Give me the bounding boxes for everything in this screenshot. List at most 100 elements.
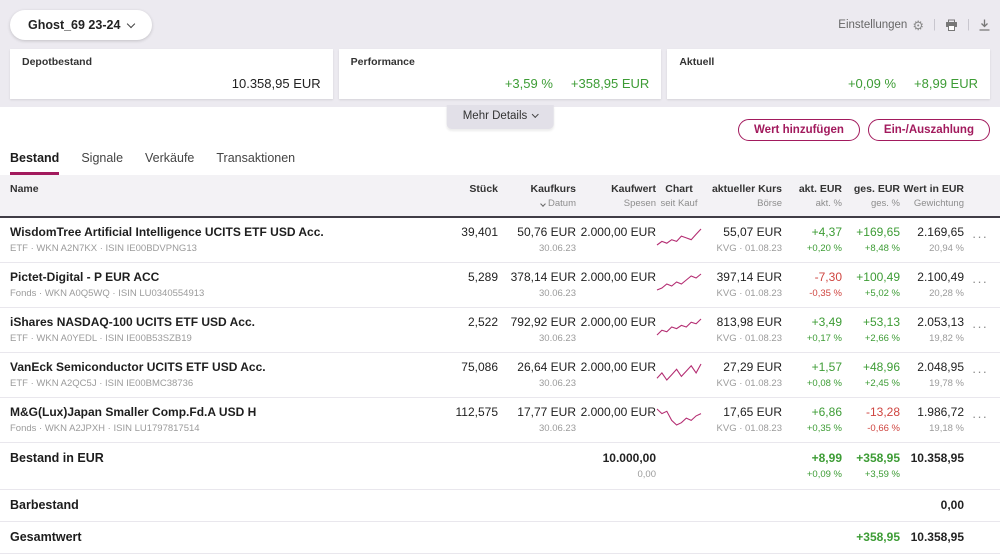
col-kaufkurs-sort[interactable]: Datum bbox=[498, 198, 576, 210]
subheader: Mehr Details Wert hinzufügen Ein-/Auszah… bbox=[0, 105, 1000, 149]
header-actions: Einstellungen ⚙ | | bbox=[838, 19, 990, 32]
instrument-details: Fonds · WKN A0Q5WQ · ISIN LU0340554913 bbox=[10, 288, 205, 299]
deposit-withdraw-button[interactable]: Ein-/Auszahlung bbox=[867, 119, 990, 141]
tab-signale[interactable]: Signale bbox=[81, 151, 124, 165]
tab-bar: Bestand Signale Verkäufe Transaktionen bbox=[10, 151, 990, 175]
kaufwert-value: 2.000,00 EUR bbox=[580, 225, 656, 239]
instrument-name[interactable]: Pictet-Digital - P EUR ACC bbox=[10, 270, 160, 284]
stueck-value: 75,086 bbox=[461, 360, 498, 374]
boerse-info: KVG · 01.08.23 bbox=[716, 243, 782, 254]
summary-row-barbestand: Barbestand 0,00 bbox=[0, 490, 1000, 522]
depot-value-card: Depotbestand 10.358,95 EUR bbox=[10, 49, 333, 99]
kaufkurs-value: 26,64 EUR bbox=[517, 360, 576, 374]
wert-value: 2.169,65 bbox=[917, 225, 964, 239]
akt-pct-value: +0,20 % bbox=[806, 243, 842, 254]
kauf-datum: 30.06.23 bbox=[539, 288, 576, 299]
boerse-info: KVG · 01.08.23 bbox=[716, 423, 782, 434]
row-menu-button[interactable]: ··· bbox=[972, 364, 988, 379]
portfolio-selector[interactable]: Ghost_69 23-24 bbox=[10, 10, 153, 40]
col-kaufkurs: Kaufkurs bbox=[530, 183, 576, 195]
performance-value: +358,95 EUR bbox=[570, 76, 650, 91]
ges-eur-value: +169,65 bbox=[856, 225, 900, 239]
tab-bestand[interactable]: Bestand bbox=[10, 151, 60, 175]
sparkline-chart bbox=[656, 406, 702, 433]
akt-pct-value: +0,17 % bbox=[806, 333, 842, 344]
header-section: Ghost_69 23-24 Einstellungen ⚙ | | bbox=[0, 0, 1000, 107]
kaufkurs-value: 50,76 EUR bbox=[517, 225, 576, 239]
tab-transaktionen[interactable]: Transaktionen bbox=[216, 151, 296, 165]
boerse-info: KVG · 01.08.23 bbox=[716, 333, 782, 344]
summary-label: Barbestand bbox=[10, 498, 79, 512]
today-value: +8,99 EUR bbox=[914, 76, 978, 91]
gear-icon: ⚙ bbox=[912, 17, 924, 33]
akt-pct-value: -0,35 % bbox=[809, 288, 842, 299]
card-label: Performance bbox=[350, 56, 415, 68]
table-row: VanEck Semiconductor UCITS ETF USD Acc. … bbox=[0, 353, 1000, 398]
col-chart-sub: seit Kauf bbox=[660, 198, 698, 209]
sparkline-chart bbox=[656, 361, 702, 388]
instrument-name[interactable]: VanEck Semiconductor UCITS ETF USD Acc. bbox=[10, 360, 266, 374]
col-akt-kurs: aktueller Kurs bbox=[711, 183, 782, 195]
row-menu-button[interactable]: ··· bbox=[972, 319, 988, 334]
more-details-label: Mehr Details bbox=[462, 110, 528, 122]
ges-pct-value: +2,45 % bbox=[864, 378, 900, 389]
instrument-name[interactable]: M&G(Lux)Japan Smaller Comp.Fd.A USD H bbox=[10, 405, 257, 419]
sparkline-chart bbox=[656, 271, 702, 298]
instrument-details: ETF · WKN A0YEDL · ISIN IE00B53SZB19 bbox=[10, 333, 192, 344]
akt-eur-value: -7,30 bbox=[814, 270, 842, 284]
aktueller-kurs-value: 813,98 EUR bbox=[716, 315, 782, 329]
wert-value: 2.048,95 bbox=[917, 360, 964, 374]
aktueller-kurs-value: 17,65 EUR bbox=[723, 405, 782, 419]
row-menu-button[interactable]: ··· bbox=[972, 229, 988, 244]
summary-label: Gesamtwert bbox=[10, 530, 82, 544]
settings-label: Einstellungen bbox=[838, 19, 908, 31]
add-value-button[interactable]: Wert hinzufügen bbox=[738, 119, 860, 141]
gewichtung-value: 20,94 % bbox=[929, 243, 964, 254]
ges-eur-value: +100,49 bbox=[856, 270, 900, 284]
portfolio-name: Ghost_69 23-24 bbox=[28, 18, 121, 32]
header-toolbar: Ghost_69 23-24 Einstellungen ⚙ | | bbox=[10, 10, 990, 40]
table-row: WisdomTree Artificial Intelligence UCITS… bbox=[0, 218, 1000, 263]
row-menu-button[interactable]: ··· bbox=[972, 409, 988, 424]
akt-eur-value: +4,37 bbox=[811, 225, 842, 239]
stueck-value: 5,289 bbox=[467, 270, 498, 284]
summary-kaufwert: 10.000,00 bbox=[602, 451, 656, 465]
portfolio-actions: Wert hinzufügen Ein-/Auszahlung bbox=[738, 119, 990, 141]
ges-pct-value: +5,02 % bbox=[864, 288, 900, 299]
more-details-button[interactable]: Mehr Details bbox=[446, 105, 554, 129]
akt-eur-value: +3,49 bbox=[811, 315, 842, 329]
table-row: M&G(Lux)Japan Smaller Comp.Fd.A USD H Fo… bbox=[0, 398, 1000, 443]
stueck-value: 112,575 bbox=[455, 405, 499, 419]
divider: | bbox=[967, 19, 970, 31]
instrument-name[interactable]: iShares NASDAQ-100 UCITS ETF USD Acc. bbox=[10, 315, 255, 329]
kauf-datum: 30.06.23 bbox=[539, 423, 576, 434]
tab-verkaeufe[interactable]: Verkäufe bbox=[145, 151, 195, 165]
col-name: Name bbox=[10, 183, 39, 195]
col-wert-sub: Gewichtung bbox=[913, 198, 964, 209]
instrument-name[interactable]: WisdomTree Artificial Intelligence UCITS… bbox=[10, 225, 324, 239]
download-button[interactable] bbox=[979, 19, 990, 31]
col-akt-kurs-sub: Börse bbox=[757, 198, 782, 209]
kaufwert-value: 2.000,00 EUR bbox=[580, 270, 656, 284]
instrument-details: Fonds · WKN A2JPXH · ISIN LU1797817514 bbox=[10, 423, 200, 434]
settings-link[interactable]: Einstellungen ⚙ bbox=[838, 19, 924, 32]
instrument-details: ETF · WKN A2QC5J · ISIN IE00BMC38736 bbox=[10, 378, 194, 389]
ges-eur-value: +53,13 bbox=[862, 315, 900, 329]
gewichtung-value: 20,28 % bbox=[929, 288, 964, 299]
col-ges-eur-sub: ges. % bbox=[870, 198, 900, 209]
kaufkurs-value: 792,92 EUR bbox=[510, 315, 576, 329]
aktueller-kurs-value: 55,07 EUR bbox=[723, 225, 782, 239]
kaufkurs-value: 378,14 EUR bbox=[510, 270, 576, 284]
summary-wert: 10.358,95 bbox=[910, 451, 964, 465]
row-menu-button[interactable]: ··· bbox=[972, 274, 988, 289]
akt-pct-value: +0,35 % bbox=[806, 423, 842, 434]
summary-row-bestand: Bestand in EUR 10.000,00 0,00 +8,99 +0,0… bbox=[0, 443, 1000, 490]
chevron-down-icon bbox=[531, 110, 539, 119]
stueck-value: 2,522 bbox=[467, 315, 498, 329]
performance-percent: +3,59 % bbox=[504, 76, 553, 91]
today-percent: +0,09 % bbox=[847, 76, 897, 91]
print-button[interactable] bbox=[945, 19, 958, 31]
aktueller-kurs-value: 27,29 EUR bbox=[723, 360, 782, 374]
depot-value: 10.358,95 EUR bbox=[231, 76, 321, 91]
wert-value: 2.100,49 bbox=[917, 270, 964, 284]
